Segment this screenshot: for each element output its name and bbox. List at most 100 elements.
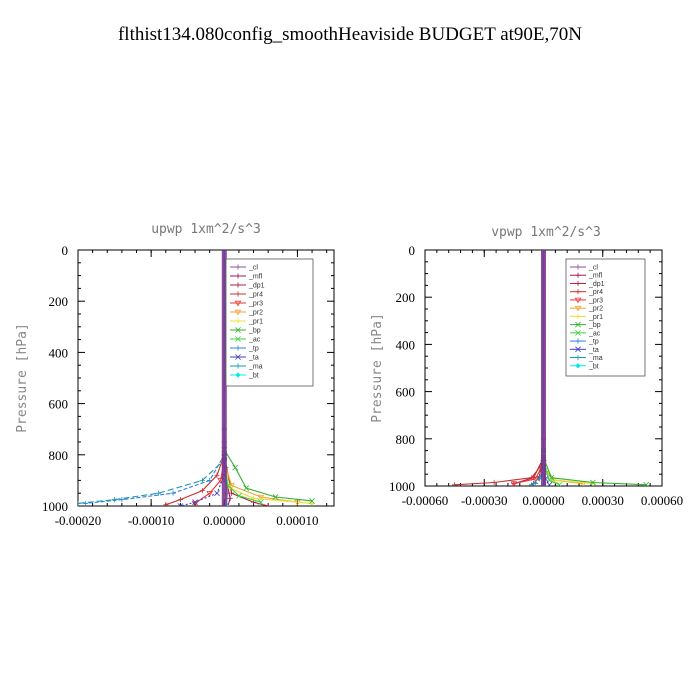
series-tp [82, 250, 227, 506]
legend-item: _pr4 [230, 291, 263, 299]
legend-item: _pr3 [230, 301, 263, 308]
data-point [235, 273, 241, 279]
legend-label: _ma [588, 355, 603, 362]
y-tick-label: 600 [396, 385, 416, 400]
data-point [155, 490, 162, 496]
data-point [235, 318, 241, 324]
legend-label: _mfl [588, 273, 603, 280]
legend-label: _cl [588, 265, 598, 272]
legend-box [565, 258, 646, 377]
data-point [207, 477, 213, 483]
series-ma [78, 250, 227, 506]
data-point [575, 313, 581, 319]
data-point [170, 490, 176, 496]
series-line [454, 250, 545, 486]
legend-box [225, 258, 314, 387]
legend-item: _bt [570, 363, 599, 370]
legend-item: _mfl [230, 273, 263, 281]
legend-label: _ac [588, 330, 601, 337]
y-tick-label: 0 [62, 243, 69, 258]
data-point [575, 289, 581, 295]
data-point [235, 282, 241, 288]
legend-label: _bp [588, 322, 601, 329]
data-point [575, 321, 581, 328]
series-line [78, 250, 225, 504]
legend-item: _tp [570, 338, 599, 346]
legend-label: _bt [248, 373, 259, 380]
data-point [575, 363, 581, 369]
series-pr3 [191, 250, 228, 506]
legend-item: _pr4 [570, 289, 603, 296]
data-point [199, 477, 205, 483]
data-point [78, 500, 81, 506]
data-point [214, 490, 220, 497]
data-point [575, 338, 581, 344]
y-tick-label: 1000 [42, 499, 68, 514]
series-line [85, 250, 225, 504]
data-point [235, 345, 241, 351]
data-point [243, 485, 250, 491]
data-point [309, 500, 315, 506]
data-point [225, 503, 231, 506]
data-point [234, 300, 242, 307]
legend-label: _pr3 [588, 297, 603, 304]
data-point [272, 494, 279, 500]
legend-label: _bp [248, 328, 261, 335]
data-point [257, 494, 265, 501]
legend-item: _cl [570, 264, 598, 272]
legend-label: _mfl [248, 274, 263, 281]
legend-label: _ma [248, 364, 263, 371]
legend-item: _ta [570, 346, 599, 354]
y-tick-label: 400 [396, 337, 416, 352]
legend-label: _ac [248, 337, 261, 344]
x-tick-label: -0.00020 [55, 513, 102, 528]
series-line [513, 250, 545, 485]
y-tick-label: 0 [409, 243, 416, 258]
data-point [82, 500, 88, 506]
data-point [575, 272, 581, 278]
data-point [236, 492, 242, 499]
data-point [227, 495, 233, 501]
data-point [235, 291, 241, 297]
data-point [574, 305, 582, 312]
y-tick-label: 200 [49, 294, 69, 309]
data-point [177, 497, 183, 503]
data-point [119, 497, 125, 503]
data-point [532, 476, 539, 483]
panel-title: vpwp 1xm^2/s^3 [491, 225, 601, 240]
legend-item: _ma [570, 354, 603, 362]
series-line [165, 250, 225, 506]
legend-label: _ta [588, 347, 599, 354]
legend-label: _tp [588, 339, 599, 346]
legend-item: _dp1 [230, 282, 265, 290]
data-point [111, 497, 118, 503]
legend-item: _bp [230, 327, 261, 335]
series-dp1 [511, 250, 547, 486]
zero-profile-bundle [221, 250, 227, 506]
legend-label: _pr1 [248, 319, 263, 326]
series-pr3 [510, 250, 547, 486]
panel-upwp: upwp 1xm^2/s^3 Pressure [hPa] 0 200 400 600… [15, 222, 335, 528]
legend-label: _pr2 [248, 310, 263, 317]
y-tick-label: 400 [49, 345, 69, 360]
data-point [235, 264, 241, 270]
legend-label: _tp [248, 346, 259, 353]
main-title: flthist134.080config_smoothHeaviside BUD… [118, 24, 582, 45]
x-tick-label: 0.00000 [522, 493, 564, 508]
legend-item: _ac [230, 336, 261, 344]
data-point [177, 503, 184, 506]
y-tick-label: 800 [49, 448, 69, 463]
data-point [575, 346, 581, 353]
data-point [529, 482, 535, 486]
legend-item: _dp1 [570, 280, 605, 288]
legend-item: _pr2 [570, 306, 603, 313]
y-tick-label: 1000 [389, 479, 415, 494]
zero-profile-bundle [541, 250, 546, 486]
legend-item: _pr1 [230, 318, 263, 326]
x-tick-label: -0.00030 [461, 493, 508, 508]
x-tick-label: 0.00030 [582, 493, 624, 508]
data-point [556, 481, 563, 486]
panel-vpwp: vpwp 1xm^2/s^3 Pressure [hPa] 0 200 400 600… [370, 225, 683, 508]
x-tick-label: 0.00060 [641, 493, 683, 508]
